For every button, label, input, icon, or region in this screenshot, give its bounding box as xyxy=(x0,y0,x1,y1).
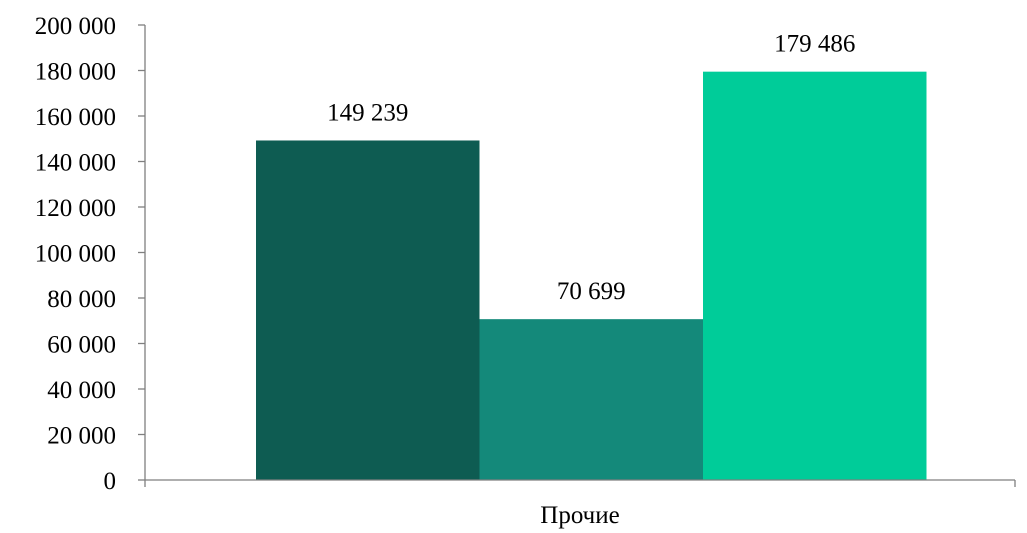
data-label: 149 239 xyxy=(327,99,408,126)
y-tick-label: 80 000 xyxy=(47,286,116,313)
y-tick-label: 60 000 xyxy=(47,332,116,359)
y-tick-label: 0 xyxy=(104,468,117,495)
data-labels: 149 239 70 699 179 486 xyxy=(327,31,855,305)
x-axis: Прочие xyxy=(144,479,1016,529)
data-label: 179 486 xyxy=(774,31,855,58)
y-tick-label: 140 000 xyxy=(35,150,116,177)
bar xyxy=(703,71,927,481)
category-label: Прочие xyxy=(540,502,619,529)
y-tick-label: 120 000 xyxy=(35,195,116,222)
y-tick-label: 200 000 xyxy=(35,13,116,40)
data-label: 70 699 xyxy=(557,278,626,305)
y-axis: 0 20 000 40 000 60 000 80 000 100 000 120 000 1… xyxy=(35,13,146,495)
bars xyxy=(256,71,927,481)
y-tick-label: 100 000 xyxy=(35,241,116,268)
y-tick-label: 40 000 xyxy=(47,377,116,404)
bar xyxy=(479,319,703,480)
y-tick-label: 20 000 xyxy=(47,423,116,450)
y-tick-label: 160 000 xyxy=(35,104,116,131)
bar xyxy=(256,140,480,481)
y-tick-label: 180 000 xyxy=(35,59,116,86)
